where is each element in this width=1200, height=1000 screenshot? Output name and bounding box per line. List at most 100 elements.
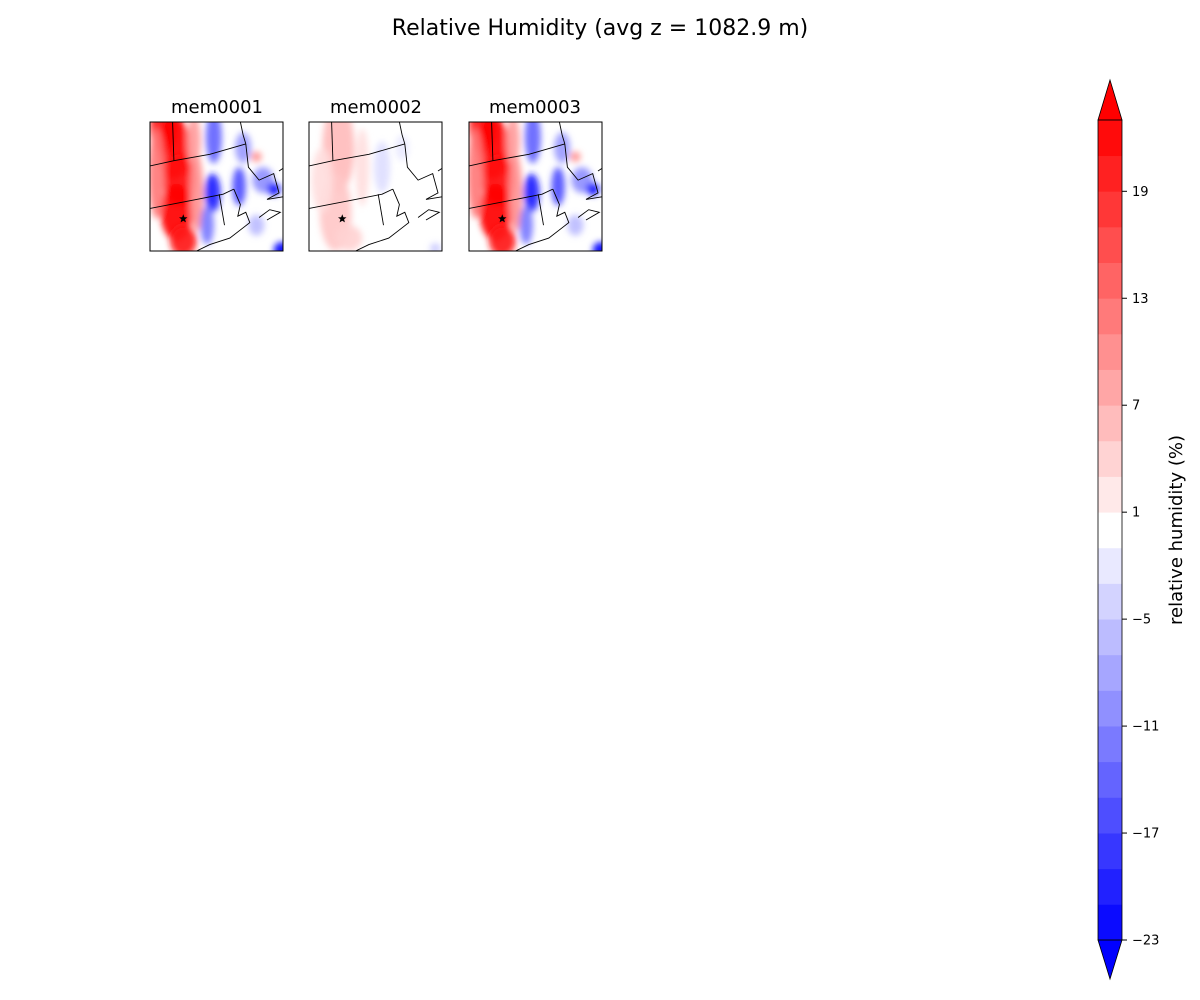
panel-title-mem0001: mem0001 [171,97,263,118]
state-border [218,194,225,226]
colorbar-bin [1098,619,1122,656]
anomaly-cell [355,128,369,206]
state-border [377,194,384,226]
colorbar-bin [1098,726,1122,763]
map-frame [308,121,443,252]
colorbar-label: relative humidity (%) [1166,435,1187,625]
coastline [398,122,406,145]
coastline [558,122,566,145]
colorbar-tick-label: 13 [1132,292,1149,307]
colorbar-bin [1098,583,1122,620]
anomaly-cell [251,151,262,162]
colorbar-bin [1098,654,1122,691]
coastline [515,188,570,251]
state-border [469,188,553,209]
coastline [564,143,602,200]
state-border [469,143,565,167]
anomaly-cell [523,173,540,213]
colorbar-bin [1098,547,1122,584]
state-border [491,122,494,161]
state-border [172,122,175,161]
map-area [150,122,283,251]
map-panel-mem0001 [149,121,284,252]
colorbar-bin [1098,155,1122,192]
anomaly-cell [248,214,265,236]
anomaly-cell [273,242,283,251]
figure-title: Relative Humidity (avg z = 1082.9 m) [391,16,809,41]
state-border [537,194,544,226]
anomaly-cell [395,134,409,161]
coastline [577,209,601,221]
anomaly-cell [204,173,221,213]
colorbar: −23 −17 −11 −5 1 7 13 19 [1097,78,1159,981]
location-star-marker [338,214,347,223]
state-border [150,143,246,167]
colorbar-bin [1098,191,1122,228]
anomaly-cell [170,225,197,251]
coastline [278,168,283,172]
coastline [196,188,251,251]
anomaly-cell [150,128,165,219]
anomaly-cell [592,242,602,251]
anomaly-cell [551,167,565,206]
state-border [331,122,334,161]
state-border [309,188,393,209]
map-area [469,122,602,251]
anomaly-cell [335,225,363,251]
location-star-marker [179,214,188,223]
anomaly-cell [570,151,581,162]
coastline [404,143,442,200]
colorbar-tick-label: 19 [1132,185,1149,200]
panel-title-mem0003: mem0003 [489,97,581,118]
colorbar-bin [1098,904,1122,941]
anomaly-cell [469,128,484,219]
anomaly-cell [311,147,333,213]
map-frame [468,121,603,252]
colorbar-bin [1098,262,1122,299]
coastline [437,168,442,172]
colorbar-tick-label: −23 [1132,934,1159,949]
coastline [355,188,410,251]
colorbar-bin [1098,298,1122,335]
anomaly-cell [189,154,204,232]
colorbar-frame [1097,119,1123,941]
anomaly-field [311,122,441,251]
colorbar-tick-label: −5 [1132,613,1151,628]
colorbar-bin [1098,690,1122,727]
colorbar-bin [1098,369,1122,406]
anomaly-cell [232,167,246,206]
anomaly-cell [374,141,391,193]
map-panel-mem0002 [308,121,443,252]
map-frame [149,121,284,252]
state-border [150,188,234,209]
anomaly-cell [508,154,523,232]
map-panel-mem0003 [468,121,603,252]
colorbar-bin [1098,333,1122,370]
panel-title-mem0002: mem0002 [330,97,422,118]
coastline [239,122,247,145]
colorbar-bin [1098,797,1122,834]
coastline [258,209,282,221]
anomaly-field [469,122,602,251]
map-area [309,122,442,251]
colorbar-bin [1098,833,1122,870]
anomaly-cell [205,122,222,164]
colorbar-extend-min [1097,939,1123,981]
anomaly-cell [554,132,571,164]
colorbar-extend-max [1097,78,1123,121]
colorbar-bin [1098,476,1122,513]
colorbar-bin [1098,120,1122,157]
colorbar-bin [1098,868,1122,905]
anomaly-cell [200,205,214,245]
colorbar-bin [1098,405,1122,442]
colorbar-tick-label: −11 [1132,720,1159,735]
coastline [417,209,441,221]
anomaly-cell [235,132,252,164]
colorbar-bin [1098,761,1122,798]
colorbar-bin [1098,226,1122,264]
coastline [245,143,283,200]
colorbar-bin [1098,512,1122,549]
colorbar-bin [1098,440,1122,477]
colorbar-tick-label: 1 [1132,506,1140,521]
